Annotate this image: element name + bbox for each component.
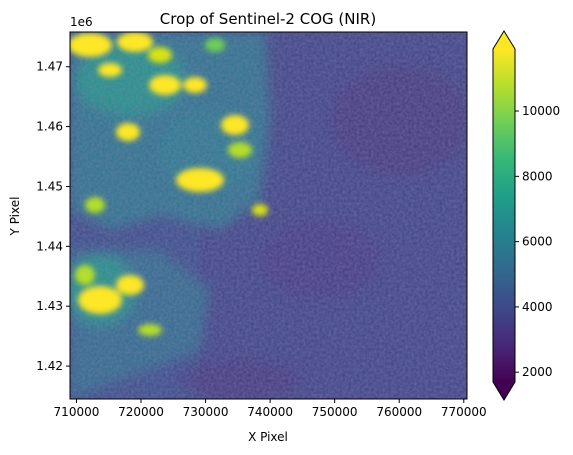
plot-frame — [69, 31, 468, 400]
colorbar-ticks: 2000 4000 6000 8000 10000 — [515, 104, 560, 379]
colorbar-tick-label: 6000 — [522, 235, 553, 249]
x-tick-label: 760000 — [376, 405, 422, 419]
y-tick-label: 1.46 — [36, 120, 63, 134]
colorbar-outline — [492, 30, 516, 401]
y-tick-label: 1.42 — [36, 359, 63, 373]
colorbar-gradient — [493, 49, 515, 382]
colorbar-extend-bottom — [493, 382, 515, 400]
colorbar-extend-top — [493, 31, 515, 49]
x-tick-label: 740000 — [247, 405, 293, 419]
x-tick-label: 710000 — [54, 405, 100, 419]
y-tick-label: 1.44 — [36, 239, 63, 253]
x-tick-label: 730000 — [183, 405, 229, 419]
colorbar-tick-label: 10000 — [522, 104, 560, 118]
x-tick-label: 750000 — [312, 405, 358, 419]
y-tick-label: 1.45 — [36, 179, 63, 193]
y-axis-label: Y Pixel — [8, 197, 22, 237]
x-tick-label: 720000 — [118, 405, 164, 419]
y-tick-label: 1.43 — [36, 299, 63, 313]
x-axis-label: X Pixel — [248, 430, 288, 444]
y-axis-ticks: 1.42 1.43 1.44 1.45 1.46 1.47 — [36, 60, 70, 373]
x-axis-ticks: 710000 720000 730000 740000 750000 760000 7700… — [54, 399, 487, 419]
satellite-image — [70, 32, 467, 399]
y-tick-label: 1.47 — [36, 60, 63, 74]
x-tick-label: 770000 — [441, 405, 487, 419]
colorbar-tick-label: 2000 — [522, 365, 553, 379]
y-axis-offset-label: 1e6 — [70, 15, 93, 29]
colorbar: 2000 4000 6000 8000 10000 — [492, 30, 560, 401]
colorbar-tick-label: 8000 — [522, 169, 553, 183]
colorbar-tick-label: 4000 — [522, 300, 553, 314]
chart-title: Crop of Sentinel-2 COG (NIR) — [160, 10, 376, 28]
